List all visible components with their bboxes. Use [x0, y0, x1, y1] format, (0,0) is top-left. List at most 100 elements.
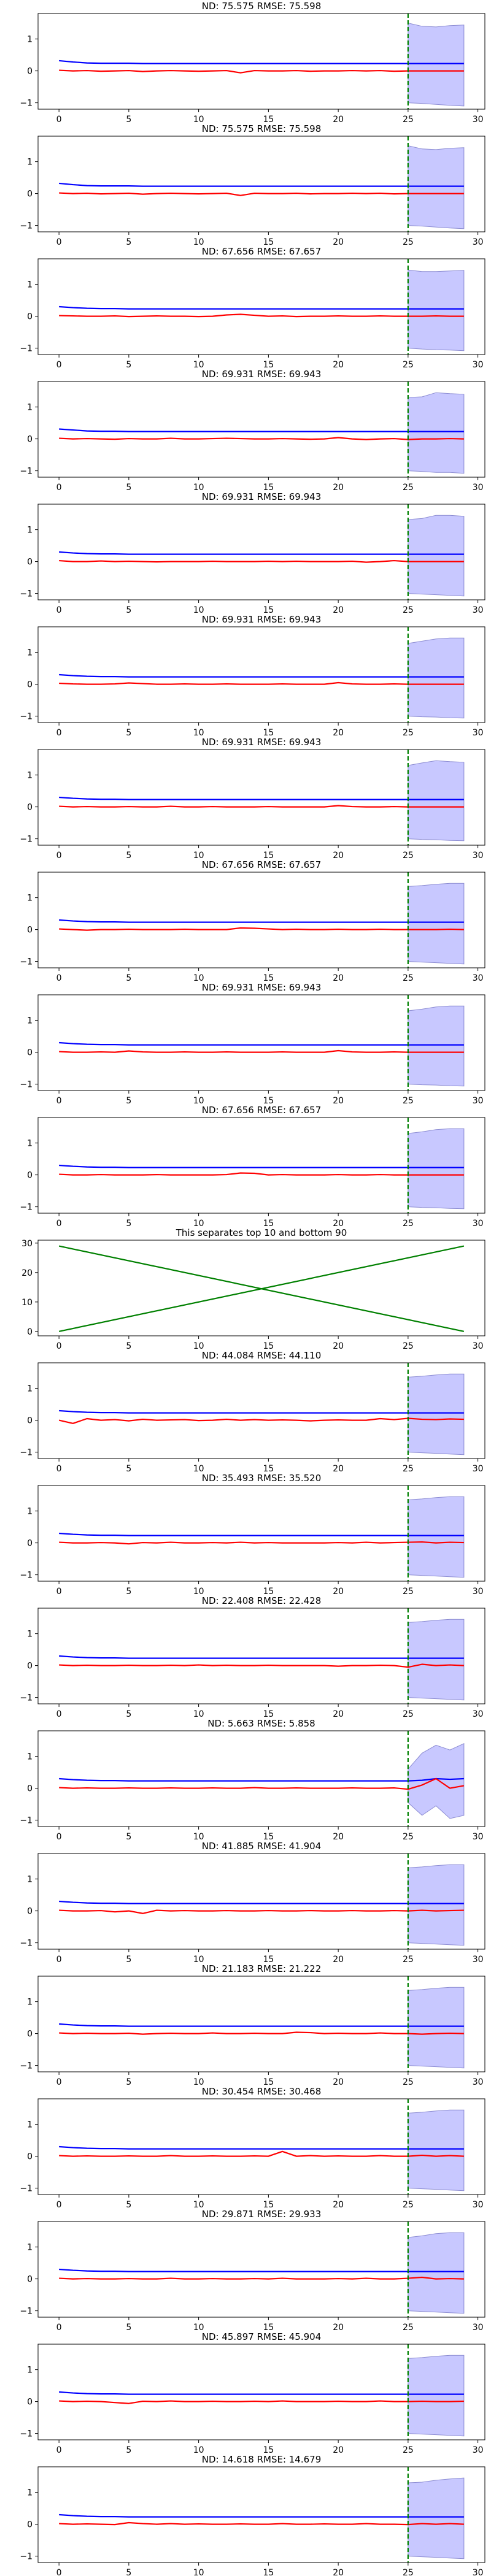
x-tick-label: 20 — [333, 2323, 344, 2333]
blue-series-line — [59, 796, 464, 800]
red-series-line — [59, 437, 464, 440]
axes-frame — [37, 136, 485, 232]
blue-series-line — [59, 551, 464, 555]
x-tick-label: 5 — [126, 1341, 131, 1351]
x-tick-label: 25 — [403, 1341, 414, 1351]
x-tick-label: 0 — [56, 2200, 62, 2210]
x-tick-label: 10 — [193, 1709, 204, 1719]
x-tick-label: 10 — [193, 1096, 204, 1106]
confidence-band — [408, 1987, 465, 2069]
x-tick-label: 20 — [333, 605, 344, 615]
x-tick-label: 20 — [333, 2077, 344, 2087]
x-tick-label: 0 — [56, 851, 62, 861]
red-series-line — [59, 1541, 464, 1545]
confidence-band — [408, 392, 465, 474]
y-tick-label: 1 — [27, 526, 33, 535]
y-tick-label: −1 — [20, 2429, 33, 2439]
subplot-title: ND: 30.454 RMSE: 30.468 — [202, 2086, 322, 2097]
y-tick-label: 1 — [27, 648, 33, 658]
x-tick-label: 0 — [56, 115, 62, 125]
x-tick-label: 15 — [263, 1219, 274, 1229]
axes-frame — [37, 626, 485, 723]
y-tick-label: 0 — [27, 1784, 33, 1794]
x-tick-label: 5 — [126, 2445, 131, 2455]
subplot-title: ND: 41.885 RMSE: 41.904 — [202, 1841, 322, 1852]
blue-series-line — [59, 1655, 464, 1659]
red-series-line — [59, 1049, 464, 1053]
x-tick-label: 10 — [193, 728, 204, 738]
x-tick-label: 20 — [333, 2568, 344, 2576]
y-tick-label: −1 — [20, 1448, 33, 1458]
x-tick-label: 20 — [333, 1096, 344, 1106]
y-tick-label: −1 — [20, 344, 33, 354]
x-tick-label: 15 — [263, 1955, 274, 1965]
blue-series-line — [59, 2513, 464, 2518]
y-tick-label: −1 — [20, 1693, 33, 1703]
x-tick-label: 25 — [403, 2077, 414, 2087]
x-tick-label: 0 — [56, 237, 62, 247]
x-tick-label: 30 — [473, 483, 484, 493]
y-tick-label: 0 — [27, 2520, 33, 2530]
y-tick-label: 1 — [27, 1752, 33, 1762]
blue-series-line — [59, 2023, 464, 2027]
x-tick-label: 20 — [333, 483, 344, 493]
axes-frame — [37, 1853, 485, 1950]
axes-frame — [37, 13, 485, 110]
x-tick-label: 20 — [333, 973, 344, 983]
axes-frame — [37, 504, 485, 600]
y-tick-label: 0 — [27, 2152, 33, 2162]
x-tick-label: 25 — [403, 483, 414, 493]
subplot-3: ND: 67.656 RMSE: 67.657 0 5 10 15 20 25 30 −1 0 1 — [20, 246, 485, 370]
y-tick-label: −1 — [20, 1939, 33, 1949]
x-tick-label: 25 — [403, 2445, 414, 2455]
y-tick-label: 10 — [21, 1298, 33, 1308]
confidence-band — [408, 22, 465, 107]
x-tick-label: 0 — [56, 483, 62, 493]
subplot-title: ND: 75.575 RMSE: 75.598 — [202, 1, 322, 12]
x-tick-label: 25 — [403, 115, 414, 125]
y-tick-label: 1 — [27, 1139, 33, 1149]
subplot-title: ND: 69.931 RMSE: 69.943 — [202, 982, 322, 993]
subplot-18: ND: 30.454 RMSE: 30.468 0 5 10 15 20 25 30 −1 0 1 — [20, 2086, 485, 2210]
confidence-band — [408, 1743, 465, 1819]
subplot-title: ND: 21.183 RMSE: 21.222 — [202, 1963, 322, 1974]
x-tick-label: 30 — [473, 360, 484, 370]
x-tick-label: 10 — [193, 1587, 204, 1597]
subplot-21: ND: 14.618 RMSE: 14.679 0 5 10 15 20 25 30 −1 0 1 — [20, 2454, 485, 2576]
blue-series-line — [59, 2391, 464, 2395]
x-tick-label: 25 — [403, 1955, 414, 1965]
x-tick-label: 20 — [333, 360, 344, 370]
blue-series-line — [59, 2145, 464, 2150]
subplot-title: ND: 67.656 RMSE: 67.657 — [202, 246, 322, 257]
y-tick-label: −1 — [20, 835, 33, 845]
y-tick-label: −1 — [20, 1203, 33, 1213]
x-tick-label: 0 — [56, 360, 62, 370]
x-tick-label: 5 — [126, 1219, 131, 1229]
x-tick-label: 30 — [473, 1464, 484, 1474]
subplot-2: ND: 75.575 RMSE: 75.598 0 5 10 15 20 25 30 −1 0 1 — [20, 123, 485, 247]
subplot-title: ND: 69.931 RMSE: 69.943 — [202, 614, 322, 625]
x-tick-label: 30 — [473, 851, 484, 861]
x-tick-label: 15 — [263, 360, 274, 370]
x-tick-label: 25 — [403, 1096, 414, 1106]
x-tick-label: 25 — [403, 2568, 414, 2576]
red-series-line — [59, 1172, 464, 1176]
x-tick-label: 5 — [126, 2077, 131, 2087]
x-tick-label: 10 — [193, 1341, 204, 1351]
subplot-7: ND: 69.931 RMSE: 69.943 0 5 10 15 20 25 30 −1 0 1 — [20, 737, 485, 861]
x-tick-label: 15 — [263, 1096, 274, 1106]
x-tick-label: 25 — [403, 973, 414, 983]
y-tick-label: −1 — [20, 1080, 33, 1090]
x-tick-label: 15 — [263, 2568, 274, 2576]
y-tick-label: 0 — [27, 1907, 33, 1917]
subplot-title: ND: 45.897 RMSE: 45.904 — [202, 2331, 322, 2342]
x-tick-label: 5 — [126, 605, 131, 615]
x-tick-label: 20 — [333, 2200, 344, 2210]
blue-series-line — [59, 59, 464, 64]
axes-frame — [37, 1608, 485, 1704]
x-tick-label: 20 — [333, 1587, 344, 1597]
x-tick-label: 0 — [56, 2077, 62, 2087]
x-tick-label: 30 — [473, 1219, 484, 1229]
x-tick-label: 25 — [403, 360, 414, 370]
y-tick-label: 1 — [27, 1875, 33, 1885]
